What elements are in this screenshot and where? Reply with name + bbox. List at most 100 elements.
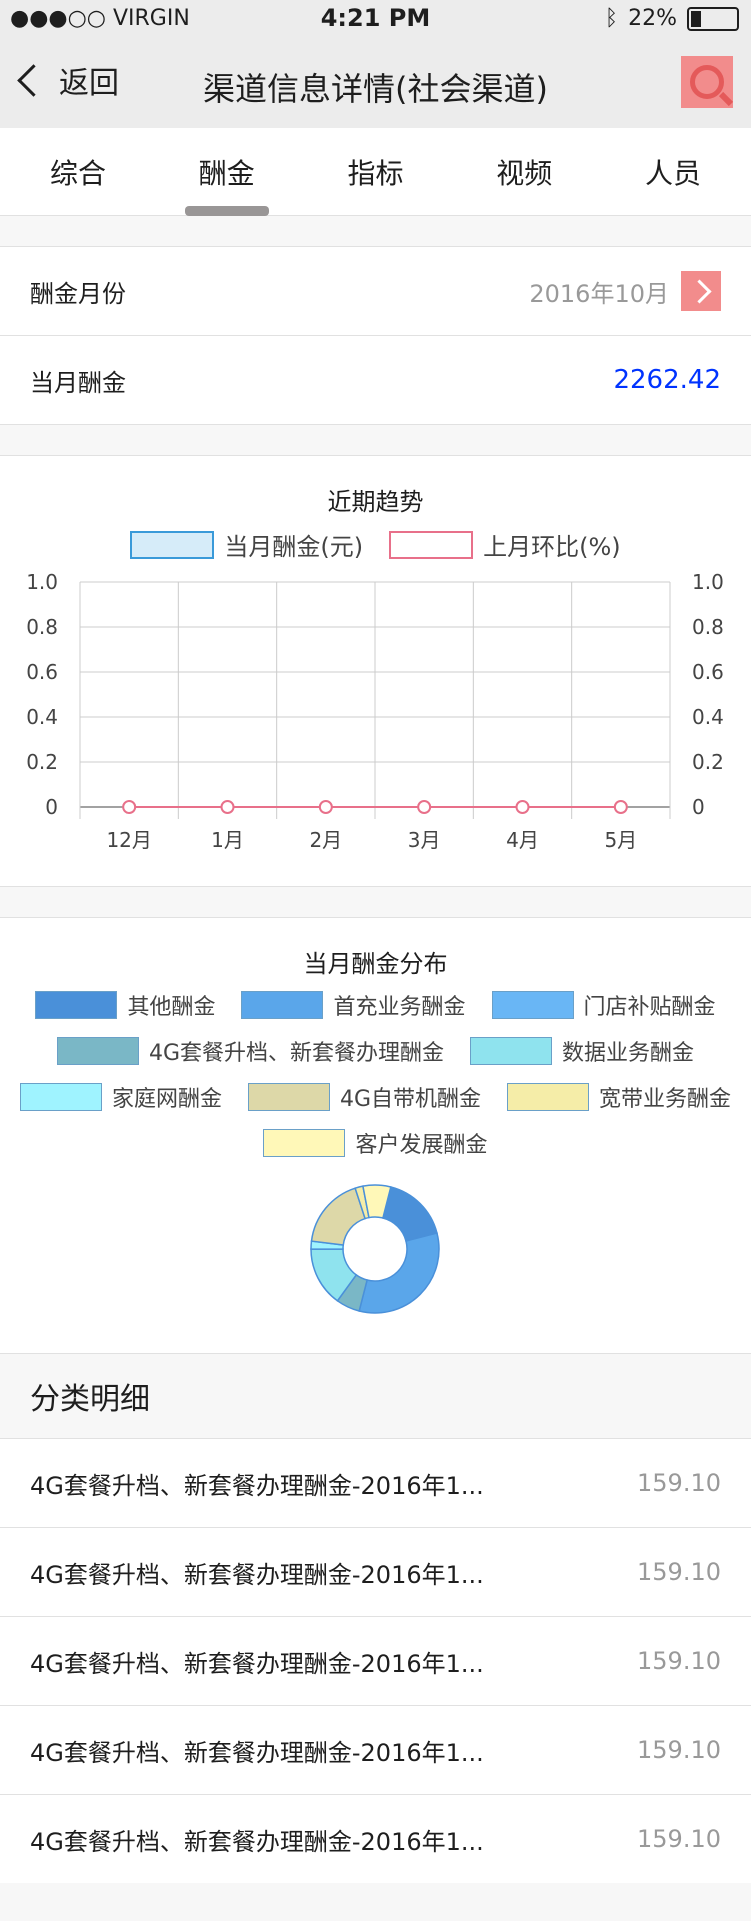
page-title: 渠道信息详情(社会渠道) [203,70,548,108]
distribution-title: 当月酬金分布 [303,950,448,978]
x-tick-label: 3月 [408,828,441,852]
y-tick-label: 0.8 [26,615,58,639]
tab-personnel[interactable]: 人员 [644,156,701,190]
distribution-legend: 其他酬金 首充业务酬金 门店补贴酬金 4G套餐升档、新套餐办理酬金 数据业务酬金家庭网酬… [0,989,751,1159]
y-tick-label: 1.0 [26,572,58,594]
data-point [318,800,333,814]
search-icon [690,65,724,99]
y-tick-label: 1.0 [692,572,724,594]
summary-card: 酬金月份 2016年10月 当月酬金 2262.42 [0,246,751,425]
tab-commission[interactable]: 酬金 [184,152,269,216]
legend-item-commission: 当月酬金(元) [130,527,363,562]
y-tick-label: 0.8 [692,615,724,639]
legend-swatch [56,1037,139,1065]
list-item-label: 4G套餐升档、新套餐办理酬金-2016年1... [30,1560,484,1589]
y-tick-label: 0 [692,795,705,819]
legend-label: 首充业务酬金 [333,995,466,1020]
battery-percent: 22% [628,6,677,31]
list-item-value: 159.10 [637,1647,721,1675]
legend-label: 4G自带机酬金 [339,1087,482,1112]
back-button[interactable]: 返回 [17,58,119,102]
distribution-card: 当月酬金分布 其他酬金 首充业务酬金 门店补贴酬金 4G套餐升档、新套餐办理酬金 数据业… [0,917,751,1354]
list-item-label: 4G套餐升档、新套餐办理酬金-2016年1... [30,1738,484,1767]
spacer [0,425,751,455]
legend-item: 门店补贴酬金 [491,989,716,1021]
y-tick-label: 0 [45,795,58,819]
next-month-button[interactable] [681,271,721,311]
month-selector[interactable]: 2016年10月 [529,271,721,311]
legend-label: 数据业务酬金 [562,1041,695,1066]
status-right: ᛒ 22% [605,6,739,31]
legend-label: 上月环比(%) [483,533,621,561]
legend-label: 客户发展酬金 [355,1133,488,1158]
y-tick-label: 0.6 [692,660,724,684]
donut-slice [362,1184,392,1219]
list-item[interactable]: 4G套餐升档、新套餐办理酬金-2016年1... 159.10 [0,1706,751,1795]
y-tick-label: 0.6 [26,660,58,684]
legend-item: 其他酬金 [35,989,215,1021]
y-tick-label: 0.2 [26,750,58,774]
list-item-value: 159.10 [637,1469,721,1497]
legend-swatch [491,991,574,1019]
detail-list: 4G套餐升档、新套餐办理酬金-2016年1... 159.10 4G套餐升档、新套餐… [0,1438,751,1883]
spacer [0,887,751,917]
trend-card: 近期趋势 当月酬金(元) 上月环比(%) 1.0 1.0 0.8 0.8 0.6 0.6 0… [0,455,751,887]
data-point [515,800,530,814]
data-point [220,800,235,814]
legend-swatch [19,1083,102,1111]
back-label: 返回 [59,66,119,101]
tab-video[interactable]: 视频 [496,156,553,190]
month-label: 酬金月份 [30,279,126,308]
list-item[interactable]: 4G套餐升档、新套餐办理酬金-2016年1... 159.10 [0,1617,751,1706]
list-item-value: 159.10 [637,1558,721,1586]
legend-swatch [507,1083,590,1111]
tab-bar: 综合 酬金 指标 视频 人员 [0,128,751,216]
month-value: 2016年10月 [529,279,669,308]
data-point [417,800,432,814]
donut-slice [358,1232,440,1314]
x-tick-label: 12月 [106,828,151,852]
legend-label: 门店补贴酬金 [583,995,716,1020]
legend-item: 数据业务酬金 [470,1035,694,1067]
y-tick-label: 0.4 [26,705,58,729]
legend-label: 当月酬金(元) [224,533,364,561]
legend-label: 家庭网酬金 [111,1087,222,1112]
search-button[interactable] [681,56,733,108]
list-item[interactable]: 4G套餐升档、新套餐办理酬金-2016年1... 159.10 [0,1528,751,1617]
legend-swatch [389,530,474,559]
spacer [0,216,751,246]
x-tick-label: 2月 [309,828,342,852]
donut-slice [382,1186,438,1242]
amount-value: 2262.42 [613,365,721,395]
amount-label: 当月酬金 [30,368,126,397]
list-item-label: 4G套餐升档、新套餐办理酬金-2016年1... [30,1649,484,1678]
legend-swatch [470,1037,553,1065]
chevron-right-icon [686,278,712,304]
trend-title: 近期趋势 [327,488,424,516]
legend-swatch [247,1083,330,1111]
trend-chart: 1.0 1.0 0.8 0.8 0.6 0.6 0.4 0.4 0.2 0.2 0 0 12月 1月 2月 3… [26,570,724,852]
list-item[interactable]: 4G套餐升档、新套餐办理酬金-2016年1... 159.10 [0,1439,751,1528]
tab-overview[interactable]: 综合 [50,156,107,190]
y-tick-label: 0.4 [692,705,724,729]
legend-item: 家庭网酬金 [19,1081,222,1113]
legend-label: 4G套餐升档、新套餐办理酬金 [148,1041,445,1066]
x-tick-label: 1月 [211,828,244,852]
list-item-label: 4G套餐升档、新套餐办理酬金-2016年1... [30,1471,484,1500]
y-tick-label: 0.2 [692,750,724,774]
nav-bar: 返回 渠道信息详情(社会渠道) [0,38,751,128]
list-item-label: 4G套餐升档、新套餐办理酬金-2016年1... [30,1827,484,1856]
month-row: 酬金月份 2016年10月 [0,247,751,336]
legend-item: 首充业务酬金 [241,989,466,1021]
legend-item: 4G套餐升档、新套餐办理酬金 [56,1035,445,1067]
donut-slice [310,1187,367,1246]
data-point [613,800,628,814]
distribution-donut [310,1184,440,1314]
x-tick-label: 4月 [506,828,539,852]
battery-icon [687,6,739,31]
list-item[interactable]: 4G套餐升档、新套餐办理酬金-2016年1... 159.10 [0,1795,751,1883]
legend-label: 其他酬金 [127,995,216,1020]
status-bar: ●●●○○ VIRGIN 4:21 PM ᛒ 22% [0,0,751,38]
legend-swatch [241,991,324,1019]
tab-indicators[interactable]: 指标 [347,156,404,190]
